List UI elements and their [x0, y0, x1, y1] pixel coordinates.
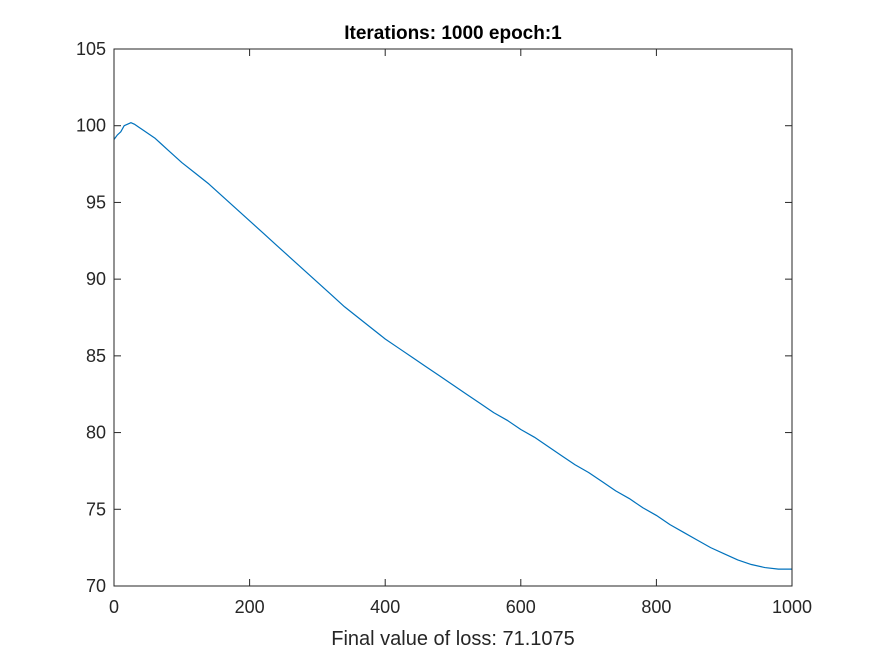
tick-layer: 0 200 400 600 800 1000 70 75 80 85 90 95 100 105: [76, 39, 812, 617]
x-tick-label-1: 200: [235, 597, 265, 617]
y-tick-label-5: 95: [86, 192, 106, 212]
x-axis-label: Final value of loss: 71.1075: [331, 628, 575, 650]
x-tick-label-4: 800: [641, 597, 671, 617]
y-tick-label-7: 105: [76, 39, 106, 59]
x-tick-label-3: 600: [506, 597, 536, 617]
x-tick-label-5: 1000: [772, 597, 812, 617]
y-tick-label-6: 100: [76, 116, 106, 136]
chart-title: Iterations: 1000 epoch:1: [344, 23, 562, 44]
loss-series-line-0: [113, 122, 792, 570]
axes-background: [114, 49, 792, 586]
y-tick-label-0: 70: [86, 576, 106, 596]
x-tick-label-2: 400: [370, 597, 400, 617]
y-tick-label-3: 85: [86, 346, 106, 366]
series-layer: [113, 122, 792, 570]
y-tick-label-4: 90: [86, 269, 106, 289]
x-tick-label-0: 0: [109, 597, 119, 617]
axes-box: [113, 48, 793, 587]
y-tick-label-2: 80: [86, 423, 106, 443]
y-tick-label-1: 75: [86, 499, 106, 519]
